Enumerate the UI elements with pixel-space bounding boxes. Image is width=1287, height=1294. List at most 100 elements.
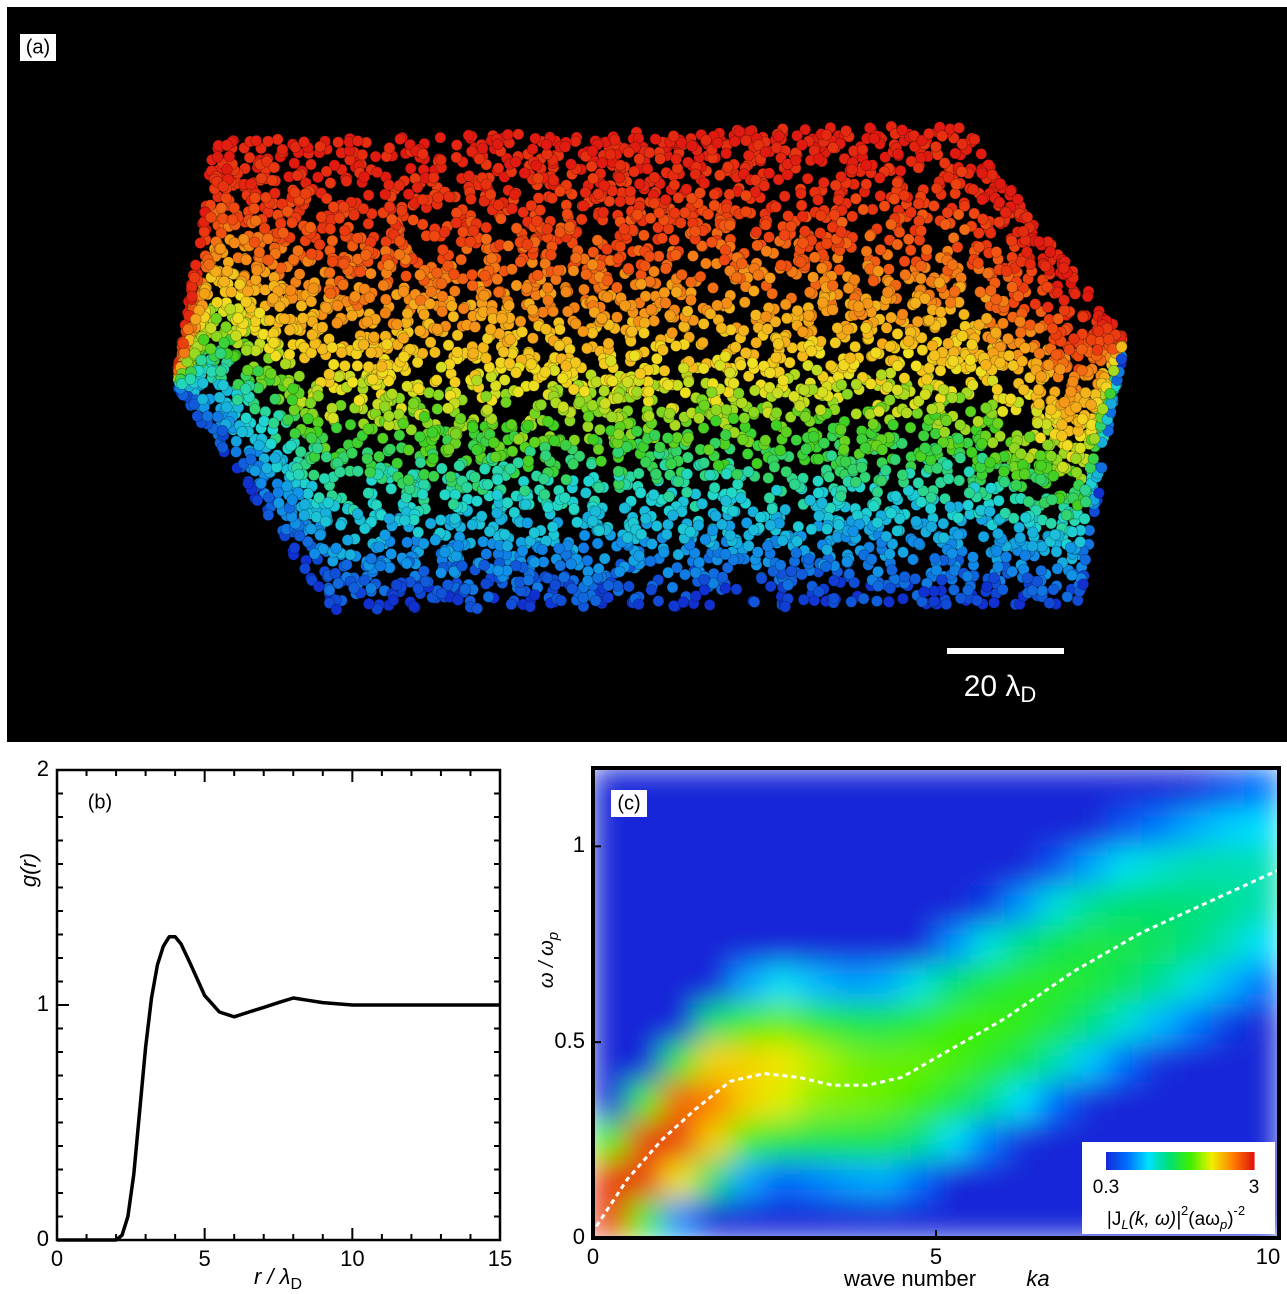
- particle: [838, 444, 849, 455]
- particle: [273, 498, 284, 509]
- particle: [973, 416, 984, 427]
- particle: [1040, 261, 1051, 272]
- particle: [365, 268, 376, 279]
- particle: [506, 419, 517, 430]
- particle: [935, 365, 946, 376]
- particle: [599, 553, 610, 564]
- particle: [226, 287, 237, 298]
- particle: [782, 169, 793, 180]
- particle: [437, 306, 448, 317]
- particle: [925, 503, 936, 514]
- particle: [959, 224, 970, 235]
- particle: [893, 149, 904, 160]
- particle: [775, 560, 786, 571]
- particle: [299, 510, 310, 521]
- particle: [625, 186, 636, 197]
- particle: [850, 341, 861, 352]
- particle: [695, 271, 706, 282]
- particle: [199, 226, 210, 237]
- particle: [916, 497, 927, 508]
- particle: [572, 517, 583, 528]
- particle: [781, 313, 792, 324]
- particle: [925, 454, 936, 465]
- particle: [1006, 235, 1017, 246]
- particle: [793, 521, 804, 532]
- particle: [571, 253, 582, 264]
- particle: [861, 246, 872, 257]
- particle: [762, 540, 773, 551]
- particle: [530, 133, 541, 144]
- particle: [771, 352, 782, 363]
- particle: [836, 379, 847, 390]
- particle: [725, 530, 736, 541]
- particle: [420, 576, 431, 587]
- particle: [443, 444, 454, 455]
- particle: [317, 322, 328, 333]
- particle: [748, 407, 759, 418]
- particle: [328, 359, 339, 370]
- particle: [664, 310, 675, 321]
- particle: [997, 406, 1008, 417]
- particle: [562, 306, 573, 317]
- particle: [282, 414, 293, 425]
- particle: [415, 457, 426, 468]
- particle: [1034, 323, 1045, 334]
- particle: [1034, 236, 1045, 247]
- particle: [519, 485, 530, 496]
- particle: [325, 288, 336, 299]
- particle: [842, 324, 853, 335]
- particle: [953, 529, 964, 540]
- particle: [443, 340, 454, 351]
- particle: [868, 501, 879, 512]
- particle: [467, 269, 478, 280]
- particle: [920, 389, 931, 400]
- particle: [463, 130, 474, 141]
- particle: [814, 511, 825, 522]
- particle: [750, 310, 761, 321]
- particle: [547, 521, 558, 532]
- particle: [931, 565, 942, 576]
- particle: [486, 253, 497, 264]
- particle: [287, 217, 298, 228]
- particle: [1027, 541, 1038, 552]
- particle: [796, 569, 807, 580]
- particle: [460, 584, 471, 595]
- particle: [885, 583, 896, 594]
- particle: [285, 285, 296, 296]
- particle: [721, 404, 732, 415]
- particle: [249, 203, 260, 214]
- particle: [681, 184, 692, 195]
- particle: [469, 472, 480, 483]
- particle: [1059, 295, 1070, 306]
- particle: [811, 365, 822, 376]
- particle: [875, 191, 886, 202]
- particle: [542, 223, 553, 234]
- particle: [481, 234, 492, 245]
- particle: [568, 384, 579, 395]
- particle: [241, 254, 252, 265]
- particle: [710, 511, 721, 522]
- particle: [532, 173, 543, 184]
- particle: [402, 308, 413, 319]
- particle: [588, 434, 599, 445]
- particle: [815, 404, 826, 415]
- particle: [1004, 350, 1015, 361]
- particle: [538, 474, 549, 485]
- particle: [603, 338, 614, 349]
- particle: [339, 360, 350, 371]
- particle: [894, 227, 905, 238]
- particle: [521, 283, 532, 294]
- particle: [827, 304, 838, 315]
- particle: [457, 226, 468, 237]
- particle: [671, 287, 682, 298]
- particle: [384, 513, 395, 524]
- particle: [395, 134, 406, 145]
- particle: [278, 227, 289, 238]
- particle: [527, 144, 538, 155]
- particle: [781, 427, 792, 438]
- particle: [355, 266, 366, 277]
- particle: [913, 198, 924, 209]
- particle: [592, 538, 603, 549]
- particle: [492, 274, 503, 285]
- particle: [800, 411, 811, 422]
